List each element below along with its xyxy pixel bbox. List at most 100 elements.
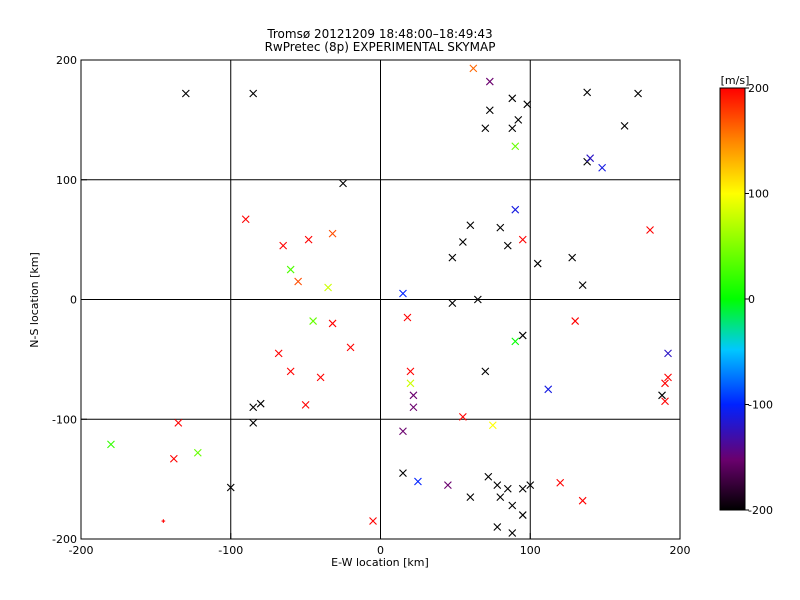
data-point [511,205,520,214]
data-point [578,281,587,290]
data-point [256,399,265,408]
data-point [508,529,517,537]
data-point [485,106,494,115]
data-point [469,64,478,73]
data-point [286,265,295,274]
data-point [586,154,595,163]
y-tick-label: 0 [70,294,77,307]
data-point [161,519,166,523]
data-point [646,226,654,234]
chart-title: Tromsø 20121209 18:48:00–18:49:43 [266,27,492,41]
data-point [493,523,502,531]
data-point [249,403,258,412]
data-point [518,511,527,519]
colorbar-label: [m/s] [721,74,750,87]
data-point [181,89,190,98]
data-point [274,349,283,358]
data-point [481,367,490,376]
colorbar-ticks: -200 -100 0 100 200 [745,82,773,517]
data-point [169,454,178,463]
grid-lines [81,60,680,539]
data-point [193,448,202,457]
data-point [518,484,527,493]
data-point [503,484,512,493]
y-tick-label: 200 [56,54,77,67]
data-point [448,299,457,307]
data-point [403,313,412,322]
data-point [481,124,490,133]
y-tick-label: -100 [52,413,77,426]
data-point [664,373,672,382]
data-point [458,412,467,421]
data-point [328,319,337,328]
data-point [399,289,407,298]
data-point [508,94,517,103]
data-point [658,391,666,400]
data-point [406,379,415,388]
x-tick-label: -100 [218,544,243,557]
colorbar-tick-label: 0 [748,293,755,306]
data-point [443,481,452,490]
data-point [448,253,457,262]
data-point [496,493,505,501]
data-point [286,367,295,376]
colorbar-tick-label: -100 [748,399,773,412]
data-point [508,124,517,133]
data-point [294,277,303,286]
data-point [583,88,592,97]
data-point [511,142,520,151]
data-point [324,283,332,292]
data-point [523,100,532,109]
data-point [518,235,527,244]
data-point [485,77,494,86]
data-point [249,418,258,427]
data-point [241,215,250,224]
data-point [301,400,310,409]
data-point [518,331,527,340]
data-point [304,235,313,244]
x-tick-label: -200 [69,544,94,557]
data-point [473,295,482,304]
data-point [409,391,418,400]
data-point [369,517,377,525]
data-point [634,89,642,98]
data-point [503,241,512,250]
y-axis-ticks: -200 -100 0 100 200 [52,54,87,546]
y-tick-label: 100 [56,174,77,187]
data-point [533,259,542,268]
chart-subtitle: RwPretec (8p) EXPERIMENTAL SKYMAP [265,40,496,54]
data-point [339,179,347,188]
colorbar-tick-label: 100 [748,188,769,201]
data-point [399,469,407,478]
data-point [578,496,587,505]
data-point [664,349,672,358]
colorbar-tick-label: 200 [748,82,769,95]
y-axis-label: N-S location [km] [28,252,41,348]
data-point [571,317,580,325]
data-point [526,481,535,490]
data-point [514,115,523,124]
data-point [661,379,669,388]
data-point [484,472,493,481]
colorbar [719,87,746,511]
data-point [249,89,258,98]
data-point [107,440,115,449]
data-point [661,397,669,406]
x-axis-ticks: -200 -100 0 100 200 [69,533,691,557]
data-point [556,478,565,487]
data-point [511,337,520,346]
data-point [316,373,325,382]
colorbar-tick-label: -200 [748,504,773,517]
data-point [226,483,235,492]
data-points [107,64,672,537]
x-tick-label: 0 [377,544,384,557]
data-point [328,229,337,238]
data-point [346,343,355,352]
data-point [544,385,553,394]
data-point [496,223,505,232]
data-point [174,418,183,427]
data-point [598,163,607,172]
data-point [399,427,407,436]
data-point [279,241,288,250]
